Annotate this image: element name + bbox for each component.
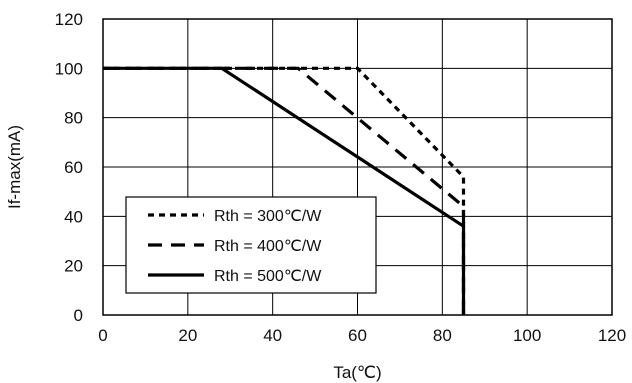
x-tick-label: 60 [348,326,367,345]
y-tick-label: 60 [64,158,83,177]
y-tick-label: 40 [64,207,83,226]
legend: Rth = 300℃/W Rth = 400℃/W Rth = 500℃/W [125,196,377,294]
series-layer [103,66,466,315]
legend-label-2: Rth = 400℃/W [214,238,322,255]
x-tick-label: 120 [598,326,626,345]
plot-frame [102,18,613,316]
x-tick-label: 100 [513,326,541,345]
y-axis-title: If-max(mA) [5,125,24,209]
y-tick-label: 100 [55,59,83,78]
legend-label-1: Rth = 300℃/W [214,208,322,225]
x-tick-label: 40 [263,326,282,345]
x-axis-title: Ta(℃) [333,363,381,382]
x-tick-label: 20 [178,326,197,345]
x-tick-label: 80 [433,326,452,345]
series-line-3 [103,66,466,315]
y-tick-label: 0 [74,306,83,325]
y-tick-label: 120 [55,10,83,29]
x-tick-label: 0 [98,326,107,345]
x-tick-labels: 0 20 40 60 80 100 120 [98,326,626,345]
y-tick-label: 80 [64,109,83,128]
y-tick-labels: 0 20 40 60 80 100 120 [55,10,83,325]
legend-label-3: Rth = 500℃/W [214,268,322,285]
legend-box [125,196,377,294]
y-tick-label: 20 [64,257,83,276]
